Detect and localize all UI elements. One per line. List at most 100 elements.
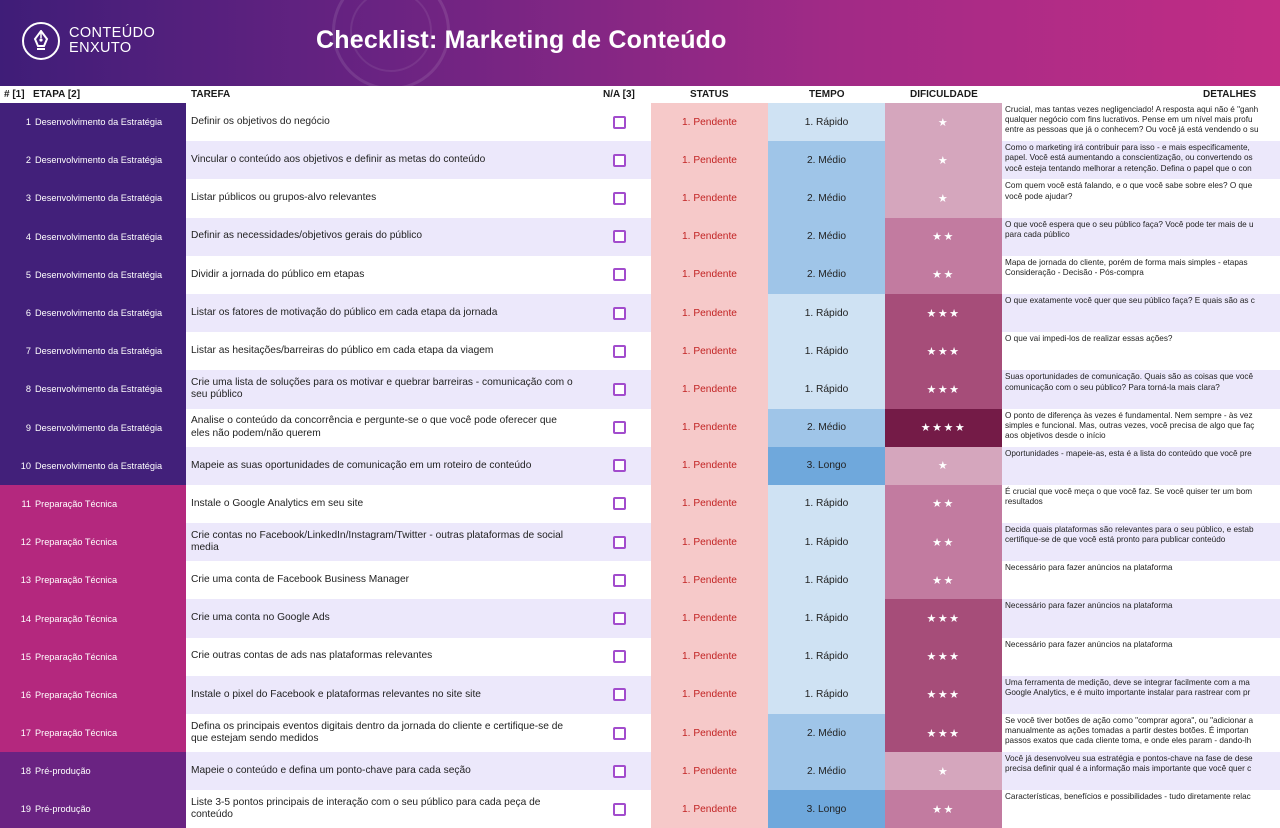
column-header-num[interactable]: # [1]	[4, 89, 25, 100]
time-cell[interactable]: 1. Rápido	[768, 637, 885, 676]
difficulty-cell[interactable]: ★★	[885, 523, 1002, 562]
task-cell[interactable]: Instale o pixel do Facebook e plataforma…	[186, 675, 587, 714]
status-cell[interactable]: 1. Pendente	[651, 484, 768, 524]
na-checkbox[interactable]	[612, 650, 626, 664]
stage-cell[interactable]: 1 Desenvolvimento da Estratégia	[0, 103, 186, 142]
details-cell[interactable]: Como o marketing irá contribuir para iss…	[1002, 141, 1280, 180]
na-checkbox[interactable]	[612, 535, 626, 549]
status-cell[interactable]: 1. Pendente	[651, 523, 768, 562]
difficulty-cell[interactable]: ★★★	[885, 675, 1002, 714]
status-cell[interactable]: 1. Pendente	[651, 179, 768, 218]
time-cell[interactable]: 2. Médio	[768, 179, 885, 218]
difficulty-cell[interactable]: ★★	[885, 255, 1002, 294]
na-checkbox[interactable]	[612, 153, 626, 167]
task-cell[interactable]: Crie contas no Facebook/LinkedIn/Instagr…	[186, 523, 587, 562]
status-cell[interactable]: 1. Pendente	[651, 255, 768, 294]
details-cell[interactable]: Necessário para fazer anúncios na plataf…	[1002, 561, 1280, 600]
column-header-tarefa[interactable]: TAREFA	[191, 89, 231, 100]
status-cell[interactable]: 1. Pendente	[651, 714, 768, 753]
stage-cell[interactable]: 7 Desenvolvimento da Estratégia	[0, 332, 186, 371]
task-cell[interactable]: Listar públicos ou grupos-alvo relevante…	[186, 179, 587, 218]
difficulty-cell[interactable]: ★★★	[885, 637, 1002, 676]
status-cell[interactable]: 1. Pendente	[651, 217, 768, 256]
details-cell[interactable]: Uma ferramenta de medição, deve se integ…	[1002, 675, 1280, 714]
na-checkbox[interactable]	[612, 497, 626, 511]
time-cell[interactable]: 3. Longo	[768, 446, 885, 485]
stage-cell[interactable]: 19 Pré-produção	[0, 790, 186, 828]
details-cell[interactable]: Decida quais plataformas são relevantes …	[1002, 523, 1280, 562]
na-checkbox[interactable]	[612, 268, 626, 282]
time-cell[interactable]: 1. Rápido	[768, 599, 885, 638]
na-checkbox[interactable]	[612, 115, 626, 129]
status-cell[interactable]: 1. Pendente	[651, 293, 768, 333]
difficulty-cell[interactable]: ★★★	[885, 599, 1002, 638]
status-cell[interactable]: 1. Pendente	[651, 446, 768, 485]
na-checkbox[interactable]	[612, 764, 626, 778]
task-cell[interactable]: Vincular o conteúdo aos objetivos e defi…	[186, 141, 587, 180]
details-cell[interactable]: Crucial, mas tantas vezes negligenciado!…	[1002, 103, 1280, 142]
na-checkbox[interactable]	[612, 230, 626, 244]
task-cell[interactable]: Analise o conteúdo da concorrência e per…	[186, 408, 587, 447]
status-cell[interactable]: 1. Pendente	[651, 103, 768, 142]
time-cell[interactable]: 2. Médio	[768, 714, 885, 753]
na-checkbox[interactable]	[612, 344, 626, 358]
stage-cell[interactable]: 13 Preparação Técnica	[0, 561, 186, 600]
status-cell[interactable]: 1. Pendente	[651, 561, 768, 600]
time-cell[interactable]: 1. Rápido	[768, 561, 885, 600]
difficulty-cell[interactable]: ★	[885, 141, 1002, 180]
status-cell[interactable]: 1. Pendente	[651, 637, 768, 676]
difficulty-cell[interactable]: ★★	[885, 217, 1002, 256]
stage-cell[interactable]: 8 Desenvolvimento da Estratégia	[0, 370, 186, 409]
difficulty-cell[interactable]: ★★★★	[885, 408, 1002, 447]
task-cell[interactable]: Crie uma conta de Facebook Business Mana…	[186, 561, 587, 600]
stage-cell[interactable]: 4 Desenvolvimento da Estratégia	[0, 217, 186, 256]
details-cell[interactable]: Oportunidades - mapeie-as, esta é a list…	[1002, 446, 1280, 485]
time-cell[interactable]: 1. Rápido	[768, 332, 885, 371]
task-cell[interactable]: Mapeie as suas oportunidades de comunica…	[186, 446, 587, 485]
stage-cell[interactable]: 5 Desenvolvimento da Estratégia	[0, 255, 186, 294]
stage-cell[interactable]: 15 Preparação Técnica	[0, 637, 186, 676]
stage-cell[interactable]: 12 Preparação Técnica	[0, 523, 186, 562]
details-cell[interactable]: O ponto de diferença às vezes é fundamen…	[1002, 408, 1280, 447]
stage-cell[interactable]: 9 Desenvolvimento da Estratégia	[0, 408, 186, 447]
time-cell[interactable]: 1. Rápido	[768, 370, 885, 409]
stage-cell[interactable]: 2 Desenvolvimento da Estratégia	[0, 141, 186, 180]
na-checkbox[interactable]	[612, 726, 626, 740]
time-cell[interactable]: 2. Médio	[768, 217, 885, 256]
status-cell[interactable]: 1. Pendente	[651, 599, 768, 638]
task-cell[interactable]: Dividir a jornada do público em etapas	[186, 255, 587, 294]
difficulty-cell[interactable]: ★★★	[885, 370, 1002, 409]
details-cell[interactable]: É crucial que você meça o que você faz. …	[1002, 484, 1280, 524]
task-cell[interactable]: Definir as necessidades/objetivos gerais…	[186, 217, 587, 256]
time-cell[interactable]: 2. Médio	[768, 141, 885, 180]
na-checkbox[interactable]	[612, 612, 626, 626]
logo[interactable]: CONTEÚDO ENXUTO	[22, 22, 155, 60]
task-cell[interactable]: Instale o Google Analytics em seu site	[186, 484, 587, 524]
details-cell[interactable]: O que você espera que o seu público faça…	[1002, 217, 1280, 256]
task-cell[interactable]: Crie outras contas de ads nas plataforma…	[186, 637, 587, 676]
status-cell[interactable]: 1. Pendente	[651, 141, 768, 180]
stage-cell[interactable]: 16 Preparação Técnica	[0, 675, 186, 714]
details-cell[interactable]: Características, benefícios e possibilid…	[1002, 790, 1280, 828]
details-cell[interactable]: Necessário para fazer anúncios na plataf…	[1002, 637, 1280, 676]
stage-cell[interactable]: 11 Preparação Técnica	[0, 484, 186, 524]
time-cell[interactable]: 1. Rápido	[768, 484, 885, 524]
stage-cell[interactable]: 3 Desenvolvimento da Estratégia	[0, 179, 186, 218]
difficulty-cell[interactable]: ★★★	[885, 332, 1002, 371]
column-header-status[interactable]: STATUS	[690, 89, 729, 100]
na-checkbox[interactable]	[612, 459, 626, 473]
task-cell[interactable]: Crie uma lista de soluções para os motiv…	[186, 370, 587, 409]
task-cell[interactable]: Defina os principais eventos digitais de…	[186, 714, 587, 753]
time-cell[interactable]: 1. Rápido	[768, 103, 885, 142]
task-cell[interactable]: Liste 3-5 pontos principais de interação…	[186, 790, 587, 828]
column-header-etapa[interactable]: ETAPA [2]	[33, 89, 81, 100]
details-cell[interactable]: Necessário para fazer anúncios na plataf…	[1002, 599, 1280, 638]
na-checkbox[interactable]	[612, 573, 626, 587]
na-checkbox[interactable]	[612, 688, 626, 702]
na-checkbox[interactable]	[612, 382, 626, 396]
difficulty-cell[interactable]: ★	[885, 179, 1002, 218]
na-checkbox[interactable]	[612, 191, 626, 205]
time-cell[interactable]: 1. Rápido	[768, 523, 885, 562]
status-cell[interactable]: 1. Pendente	[651, 370, 768, 409]
details-cell[interactable]: Se você tiver botões de ação como "compr…	[1002, 714, 1280, 753]
